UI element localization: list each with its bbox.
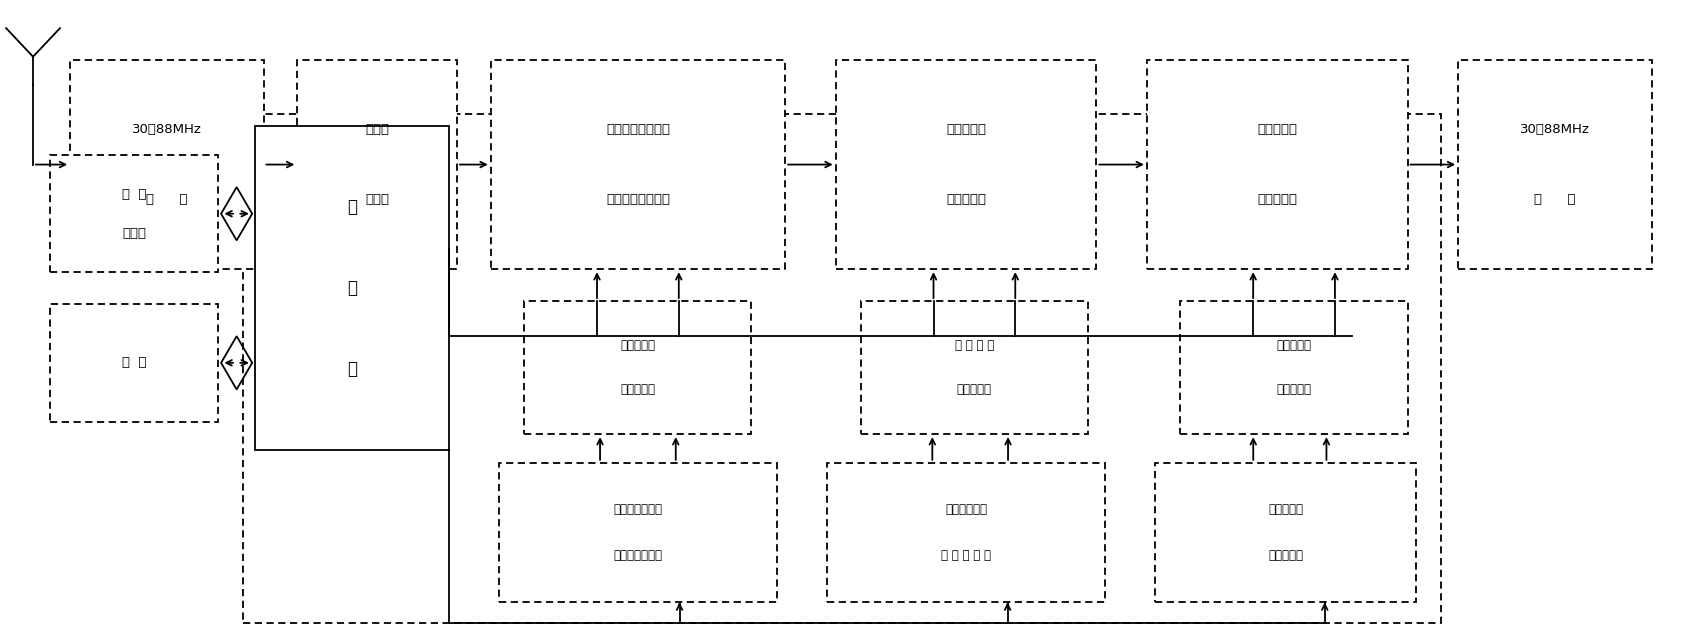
Text: 护电路: 护电路 [365,193,390,206]
Bar [1146,60,1408,269]
Text: 分段电调谐: 分段电调谐 [1258,123,1298,136]
Text: 增 益 控 制: 增 益 控 制 [955,339,994,352]
Text: 分段电调谐集中: 分段电调谐集中 [613,503,662,516]
Text: 选择数据存储器: 选择数据存储器 [613,549,662,563]
Bar [827,463,1104,602]
Text: 噪声放大器: 噪声放大器 [945,193,986,206]
Bar [836,60,1097,269]
Text: 数据存储器: 数据存储器 [1268,549,1303,563]
Text: 与显示: 与显示 [122,227,145,240]
Bar [491,60,785,269]
Text: 分段增益控制: 分段增益控制 [945,503,987,516]
Text: 数模转换器: 数模转换器 [1276,383,1312,396]
Text: 增益制控低: 增益制控低 [945,123,986,136]
Text: 控: 控 [348,198,356,216]
Text: 器: 器 [348,360,356,378]
Text: 分段电调谐: 分段电调谐 [1268,503,1303,516]
Text: 数模转换器: 数模转换器 [957,383,993,396]
Bar [51,304,218,422]
Text: 分段电调谐集中选: 分段电调谐集中选 [606,123,670,136]
Text: 择窄带跟踪滤波器: 择窄带跟踪滤波器 [606,193,670,206]
Bar [861,301,1089,434]
Bar [525,301,751,434]
Text: 跟踪滤波器: 跟踪滤波器 [1258,193,1298,206]
Text: 数 据 存 储 器: 数 据 存 储 器 [940,549,991,563]
Text: 输  入: 输 入 [122,188,147,201]
Text: 数模转换器: 数模转换器 [621,383,655,396]
Text: 电调谐第一: 电调谐第一 [621,339,655,352]
Bar [71,60,263,269]
Text: 电调谐第二: 电调谐第二 [1276,339,1312,352]
Text: 输      出: 输 出 [1534,193,1575,206]
Bar [1458,60,1651,269]
Bar [51,155,218,273]
Text: 30～88MHz: 30～88MHz [1519,123,1590,136]
Bar [243,114,1442,623]
Bar [1155,463,1416,602]
Text: 微  机: 微 机 [122,356,147,369]
Bar [297,60,457,269]
Bar [255,127,449,450]
Text: 制: 制 [348,279,356,297]
Text: 输      入: 输 入 [147,193,187,206]
Bar [500,463,776,602]
Text: 30～88MHz: 30～88MHz [132,123,203,136]
Bar [1180,301,1408,434]
Text: 前端保: 前端保 [365,123,390,136]
